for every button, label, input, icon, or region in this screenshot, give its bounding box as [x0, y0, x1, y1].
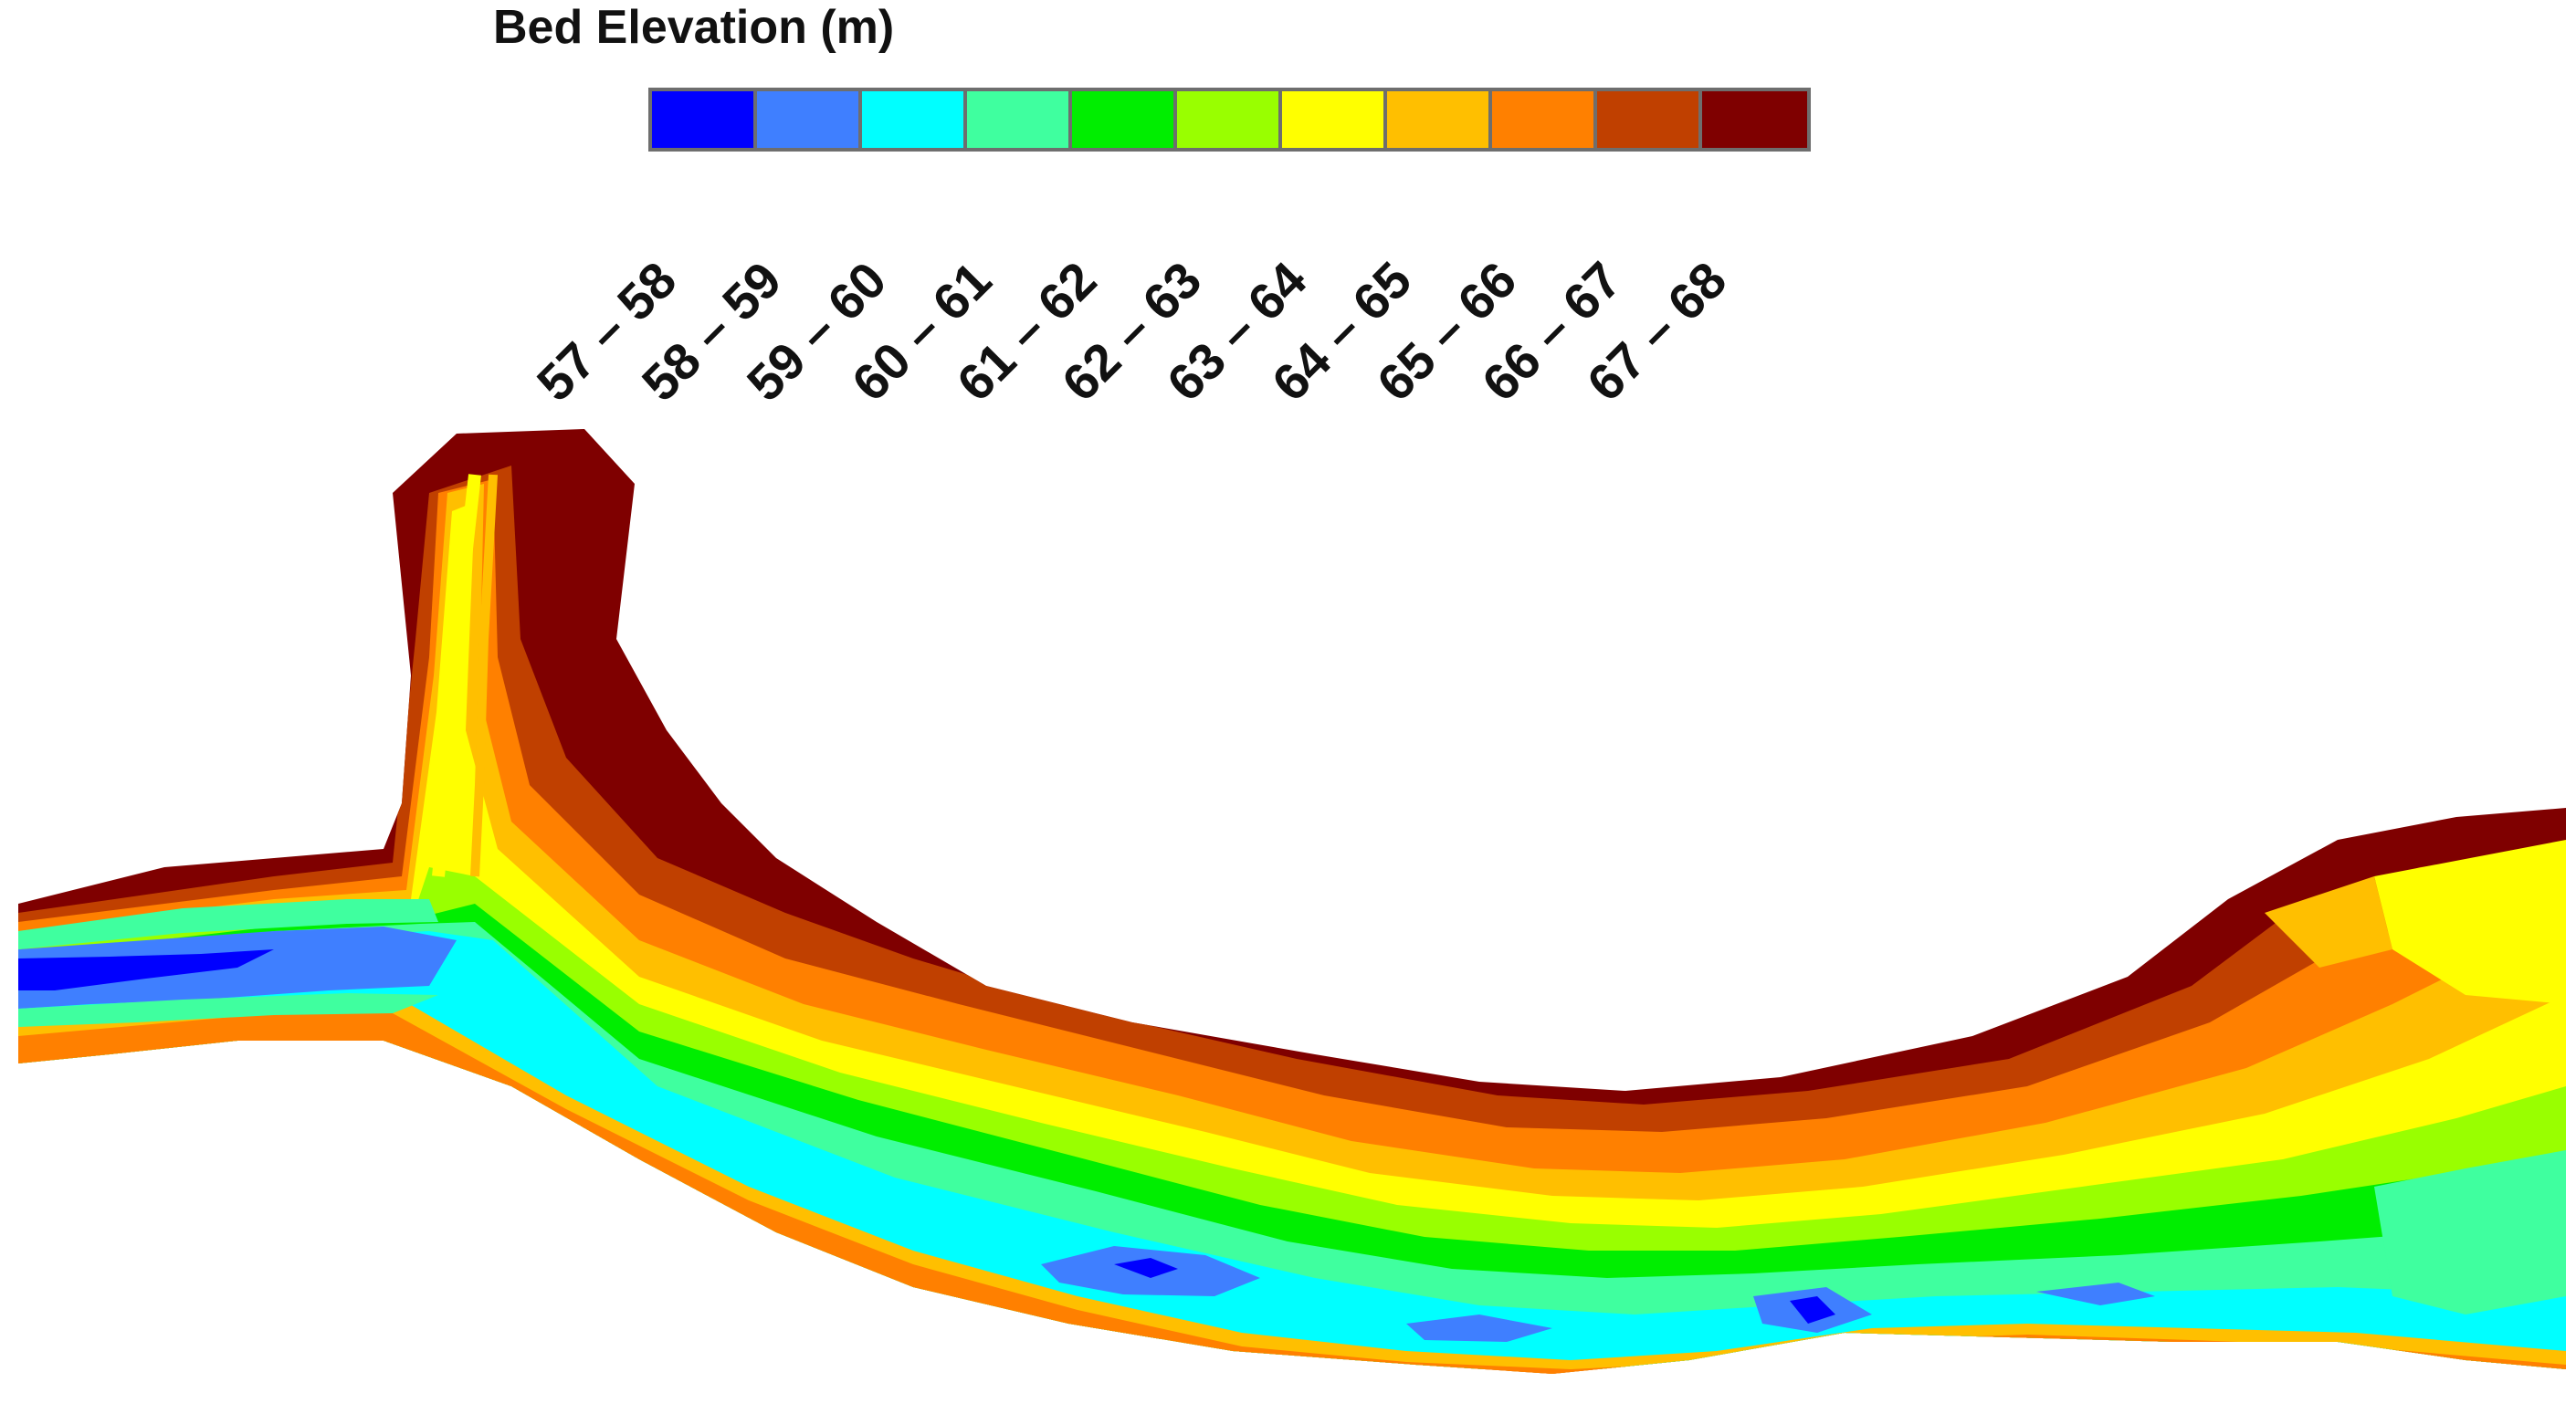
deepest-channel-left: [18, 949, 274, 990]
legend-swatch: [1282, 91, 1387, 148]
legend-color-bar: [648, 88, 1811, 152]
deep-pool-1-core: [1114, 1258, 1178, 1278]
deep-pool-4: [2036, 1283, 2155, 1305]
zone-left-lower-band: [18, 993, 438, 1027]
legend-swatch: [652, 91, 757, 148]
legend-swatch: [1177, 91, 1282, 148]
legend-title: Bed Elevation (m): [493, 1, 895, 54]
zone-right-floodplain: [2374, 840, 2566, 1004]
legend-swatch: [1387, 91, 1492, 148]
zone-right-green: [2374, 1150, 2566, 1314]
legend-swatch: [1072, 91, 1177, 148]
legend-swatch: [1597, 91, 1702, 148]
legend-swatch: [967, 91, 1072, 148]
legend-swatch: [862, 91, 967, 148]
tributary-thalweg: [432, 474, 481, 877]
legend-swatch: [1492, 91, 1597, 148]
legend-swatch: [1702, 91, 1807, 148]
elevation-zones: [18, 429, 2566, 1374]
deep-pool-2: [1406, 1314, 1552, 1342]
legend-swatch: [757, 91, 862, 148]
zone-right-mid: [2265, 876, 2392, 968]
deep-pool-3-core: [1790, 1296, 1835, 1324]
zone-left-upper-band: [18, 899, 438, 949]
tributary-bank: [470, 474, 498, 877]
